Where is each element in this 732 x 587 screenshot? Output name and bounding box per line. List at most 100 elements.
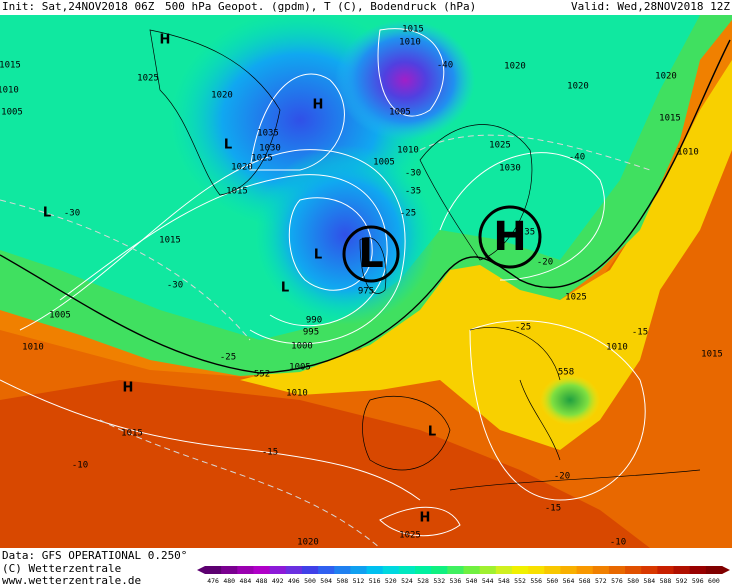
pressure-center: L	[43, 206, 51, 221]
colorbar-arrow	[197, 566, 205, 574]
contour-label: 1015	[0, 61, 21, 71]
contour-label: -35	[519, 228, 535, 238]
colorbar-swatch	[350, 566, 368, 574]
colorbar-label: 584	[643, 577, 655, 585]
coastlines	[149, 29, 701, 491]
colorbar-swatch	[560, 566, 578, 574]
low-center-ring	[342, 225, 400, 283]
isobar	[469, 320, 646, 501]
colorbar-label: 552	[514, 577, 526, 585]
isobar	[0, 379, 421, 501]
colorbar-swatch	[285, 566, 303, 574]
contour-label: -30	[167, 281, 183, 291]
contour-label: 975	[358, 287, 374, 297]
contour-label: 1025	[137, 74, 159, 84]
mediterranean	[449, 327, 701, 491]
website: www.wetterzentrale.de	[2, 574, 141, 587]
colorbar-label: 596	[692, 577, 704, 585]
colorbar-label: 548	[498, 577, 510, 585]
colorbar-label: 600	[708, 577, 720, 585]
contour-label: 1030	[499, 164, 521, 174]
colorbar-label: 556	[530, 577, 542, 585]
pressure-center: L	[428, 425, 436, 440]
iberia	[362, 395, 451, 471]
contour-label: 1010	[0, 86, 19, 96]
contour-label: 1015	[226, 187, 248, 197]
contour-label: -25	[220, 353, 236, 363]
colorbar-label: 524	[401, 577, 413, 585]
colorbar-label: 516	[369, 577, 381, 585]
contour-label: -40	[569, 153, 585, 163]
contour-label: -15	[262, 448, 278, 458]
colorbar-swatch	[528, 566, 545, 574]
hot-region	[0, 380, 650, 548]
contour-label: -25	[515, 323, 531, 333]
isobar	[377, 28, 445, 117]
contour-label: 552	[254, 370, 270, 380]
isobar	[379, 506, 461, 537]
isobar	[59, 174, 388, 327]
colorbar-label: 512	[353, 577, 365, 585]
contour-label: 558	[558, 368, 574, 378]
colorbar-swatch	[625, 566, 642, 574]
contour-label: -15	[545, 504, 561, 514]
contour-label: 1020	[655, 72, 677, 82]
contour-label: -15	[632, 328, 648, 338]
contour-label: 1010	[286, 389, 308, 399]
contour-label: -30	[64, 209, 80, 219]
colorbar-swatch	[269, 566, 287, 574]
colorbar-swatch	[237, 566, 254, 574]
contour-label: 1035	[257, 129, 279, 139]
contour-label: 1005	[389, 108, 411, 118]
isobar	[249, 73, 345, 171]
british-isles	[359, 237, 387, 294]
copyright: (C) Wetterzentrale	[2, 562, 121, 575]
isotherm	[419, 134, 651, 171]
contour-label: 1010	[399, 38, 421, 48]
contour-label: -20	[537, 258, 553, 268]
colorbar-swatch	[576, 566, 594, 574]
contour-label: 1025	[251, 154, 273, 164]
colorbar-label: 500	[304, 577, 316, 585]
colorbar-label: 588	[660, 577, 672, 585]
pressure-center: L	[281, 281, 289, 296]
contour-label: 1020	[231, 163, 253, 173]
pressure-center: H	[313, 98, 324, 113]
isotherm	[0, 199, 251, 341]
low-center: L	[358, 231, 384, 277]
contour-label: 995	[303, 328, 319, 338]
contour-label: 1015	[659, 114, 681, 124]
contour-label: 1025	[489, 141, 511, 151]
header-band	[0, 0, 732, 15]
contour-label: -10	[72, 461, 88, 471]
colorbar-label: 528	[417, 577, 429, 585]
colorbar-swatch	[495, 566, 513, 574]
colorbar-label: 536	[450, 577, 462, 585]
map: L H H101510251020H1035103010251020101510…	[0, 10, 732, 549]
pressure-center: L	[224, 138, 232, 153]
contour-label: 1015	[121, 429, 143, 439]
contour-label: -30	[405, 169, 421, 179]
colorbar-swatch	[544, 566, 561, 574]
contour-label: 1010	[677, 148, 699, 158]
isobars	[0, 28, 651, 549]
colorbar-swatch	[301, 566, 319, 574]
colorbar-swatch	[253, 566, 271, 574]
colorbar-label: 488	[256, 577, 268, 585]
contour-label: 1005	[289, 363, 311, 373]
colorbar-swatch	[318, 566, 335, 574]
colorbar-label: 592	[676, 577, 688, 585]
contour-label: 1000	[291, 342, 313, 352]
contour-label: 1020	[211, 91, 233, 101]
cold-pool	[335, 20, 475, 140]
colorbar-label: 508	[336, 577, 348, 585]
colorbar-label: 572	[595, 577, 607, 585]
colorbar-swatch	[463, 566, 481, 574]
contour-label: 1020	[504, 62, 526, 72]
colorbar-label: 520	[385, 577, 397, 585]
colorbar: 476 480 484 488 492 496 500 504 508 512 516 520 524 5…	[197, 566, 730, 585]
colorbar-swatch	[705, 566, 723, 574]
colorbar-label: 540	[466, 577, 478, 585]
colorbar-label: 484	[240, 577, 252, 585]
